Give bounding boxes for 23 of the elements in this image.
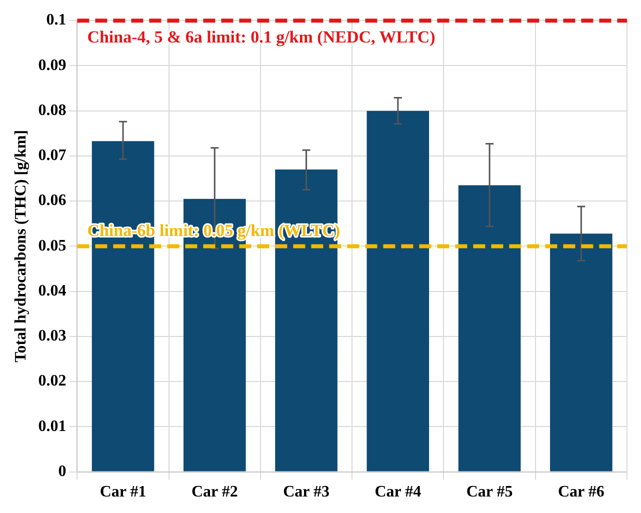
y-tick-label: 0.04 bbox=[38, 282, 66, 300]
bar bbox=[458, 185, 521, 472]
y-tick-label: 0.05 bbox=[38, 237, 66, 254]
y-tick-label: 0.07 bbox=[38, 147, 66, 164]
ref-line-label: China-4, 5 & 6a limit: 0.1 g/km (NEDC, WLTC) bbox=[87, 27, 436, 46]
y-tick-label: 0.08 bbox=[38, 102, 66, 119]
x-tick-label: Car #3 bbox=[283, 484, 330, 501]
y-tick-label: 0.02 bbox=[38, 372, 66, 390]
y-tick-label: 0 bbox=[58, 462, 66, 480]
x-tick-label: Car #2 bbox=[191, 484, 238, 501]
y-tick-label: 0.01 bbox=[38, 418, 66, 435]
x-tick-label: Car #5 bbox=[466, 484, 513, 501]
bar bbox=[550, 234, 612, 472]
bar bbox=[275, 169, 338, 472]
y-tick-label: 0.09 bbox=[38, 56, 66, 74]
x-tick-label: Car #1 bbox=[100, 484, 146, 501]
x-tick-label: Car #6 bbox=[558, 484, 604, 501]
bar bbox=[366, 110, 430, 472]
y-tick-label: 0.06 bbox=[38, 192, 66, 210]
y-tick-label: 0.1 bbox=[46, 12, 66, 29]
x-tick-label: Car #4 bbox=[374, 484, 422, 501]
y-axis-title: Total hydrocarbons (THC) [g/km] bbox=[12, 130, 30, 362]
y-tick-label: 0.03 bbox=[38, 328, 66, 345]
